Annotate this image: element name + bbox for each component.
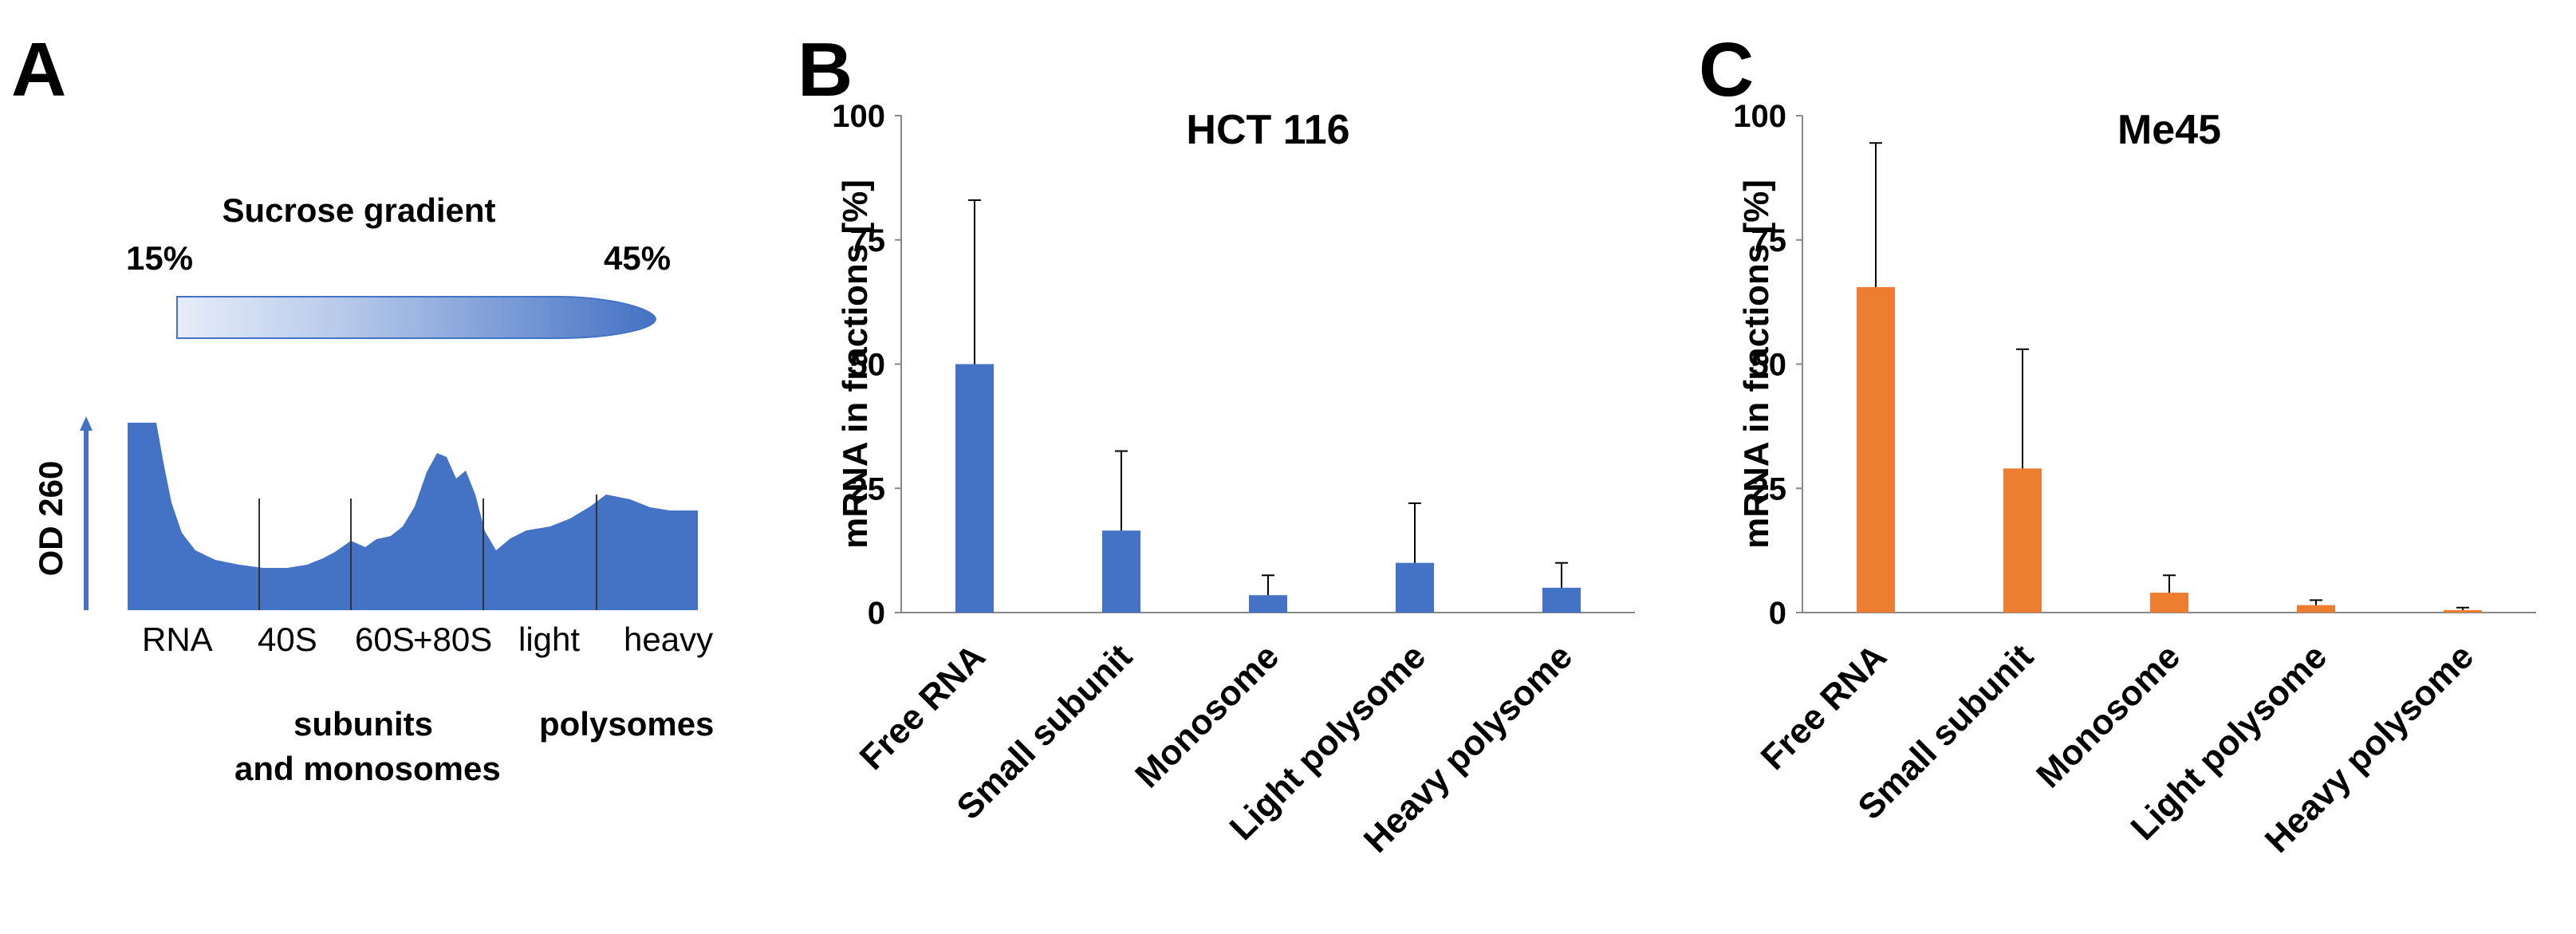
hct116-y-tick-label: 100 — [832, 99, 885, 134]
hct116-y-axis-label: mRNA in fractions [%] — [836, 179, 875, 549]
me45-y-axis-label: mRNA in fractions [%] — [1737, 179, 1776, 549]
me45-category-label: Monosome — [2029, 636, 2188, 795]
panel-letter-c: C — [1699, 27, 1755, 112]
panel-a-diagram: Sucrose gradient 15% 45% OD 260 RNA 40S … — [32, 191, 714, 787]
od-axis-arrowhead — [80, 416, 93, 431]
od260-profile — [128, 423, 698, 610]
me45-y-tick-label: 0 — [1769, 596, 1786, 631]
gradient-title: Sucrose gradient — [222, 191, 495, 229]
group-label-monosomes: and monosomes — [234, 750, 501, 787]
gradient-left-label: 15% — [126, 239, 193, 277]
group-label-subunits: subunits — [293, 705, 433, 743]
me45-category-label: Free RNA — [1754, 636, 1894, 777]
fraction-label-40s: 40S — [258, 621, 317, 658]
me45-bar — [2003, 468, 2042, 613]
fraction-label-80s: +80S — [413, 621, 492, 658]
me45-title: Me45 — [2117, 107, 2221, 153]
me45-y-tick-label: 25 — [1751, 471, 1787, 506]
me45-y-tick-label: 50 — [1751, 348, 1787, 383]
fraction-label-heavy: heavy — [624, 621, 713, 658]
me45-bar — [1857, 286, 1895, 613]
panel-letter-a: A — [11, 27, 67, 112]
fraction-label-light: light — [518, 621, 580, 658]
od-axis-label: OD 260 — [32, 461, 69, 577]
hct116-y-tick-label: 0 — [868, 596, 885, 631]
hct116-title: HCT 116 — [1186, 107, 1349, 153]
group-label-polysomes: polysomes — [539, 705, 714, 743]
hct116-category-label: Monosome — [1128, 636, 1286, 795]
me45-y-tick-label: 75 — [1751, 223, 1787, 258]
me45-bar — [2297, 605, 2335, 613]
chart-hct116: HCT 116 mRNA in fractions [%] 0 25 50 75 100 Fr… — [832, 99, 1635, 861]
hct116-y-tick-label: 50 — [850, 348, 886, 383]
hct116-bar — [1102, 530, 1140, 613]
me45-y-tick-label: 100 — [1733, 99, 1786, 134]
me45-bar — [2444, 609, 2482, 613]
gradient-right-label: 45% — [604, 239, 671, 277]
hct116-y-tick-label: 75 — [850, 223, 886, 258]
hct116-bar — [1249, 595, 1287, 613]
hct116-bar — [1396, 562, 1434, 613]
hct116-bar — [1542, 587, 1581, 613]
panel-letter-b: B — [798, 27, 853, 112]
chart-me45: Me45 mRNA in fractions [%] 0 25 50 75 100 Free … — [1733, 99, 2536, 861]
gradient-bar — [176, 296, 657, 339]
hct116-category-label: Free RNA — [853, 636, 993, 777]
hct116-bar — [955, 364, 994, 613]
fraction-label-rna: RNA — [142, 621, 213, 658]
fraction-label-60s: 60S — [355, 621, 415, 658]
me45-bar — [2150, 593, 2188, 613]
hct116-y-tick-label: 25 — [850, 471, 886, 506]
